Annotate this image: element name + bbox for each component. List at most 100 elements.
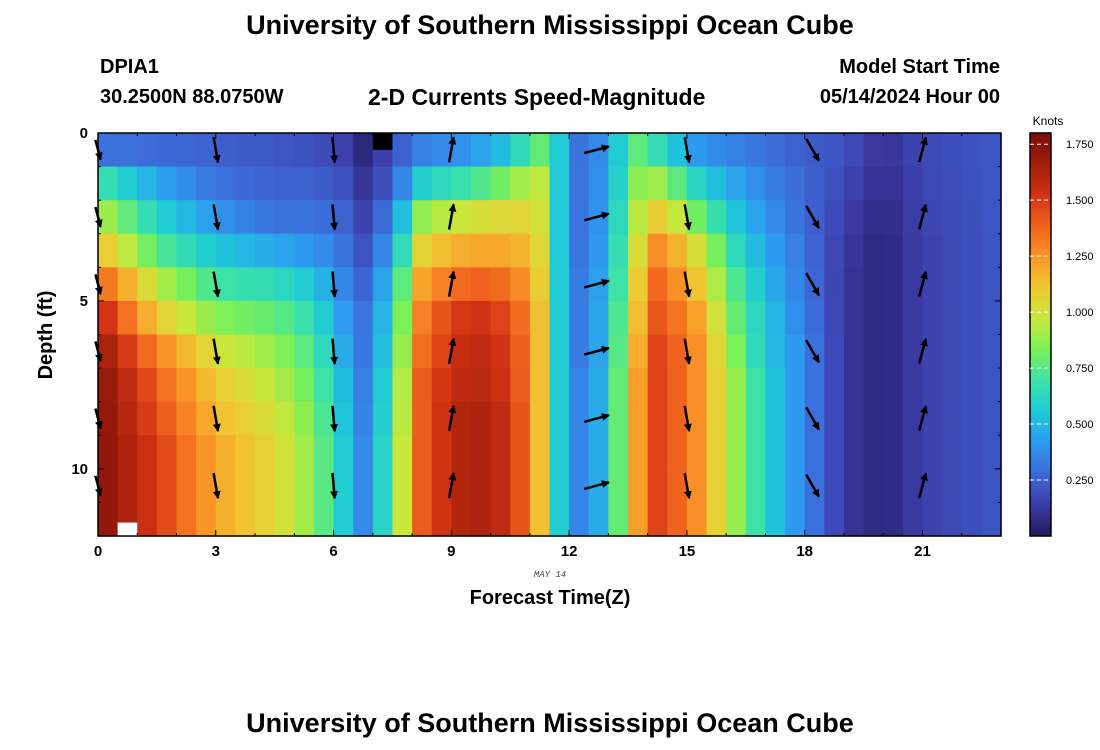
heatmap-cell xyxy=(765,133,786,168)
heatmap-cell xyxy=(215,368,237,403)
heatmap-cell xyxy=(785,401,806,436)
heatmap-cell xyxy=(981,267,1002,302)
x-tick-label: 3 xyxy=(212,543,220,560)
heatmap-cell xyxy=(706,502,727,537)
heatmap-cell xyxy=(824,401,845,436)
heatmap-cell xyxy=(156,368,178,403)
heatmap-cell xyxy=(274,401,295,436)
heatmap-cell xyxy=(333,300,354,336)
heatmap-cell xyxy=(942,468,963,504)
heatmap-cell xyxy=(942,334,963,369)
heatmap-cell xyxy=(785,200,806,235)
heatmap-cell xyxy=(824,133,845,168)
heatmap-cell xyxy=(490,133,511,168)
heatmap-cell xyxy=(686,334,708,369)
heatmap-cell xyxy=(215,300,237,336)
heatmap-cell xyxy=(313,300,335,336)
heatmap-cell xyxy=(883,435,904,470)
heatmap-cell xyxy=(117,133,138,168)
heatmap-cell xyxy=(667,401,688,436)
heatmap-cell xyxy=(549,300,570,336)
heatmap-cell xyxy=(549,233,570,268)
heatmap-cell xyxy=(647,468,668,504)
heatmap-cell xyxy=(372,502,394,537)
heatmap-cell xyxy=(765,166,786,201)
current-vector-arrow xyxy=(330,204,339,231)
heatmap-cell xyxy=(137,468,158,504)
heatmap-cell xyxy=(490,435,511,470)
current-vector-arrow xyxy=(330,136,339,164)
heatmap-cell xyxy=(333,435,354,470)
heatmap-cell xyxy=(745,233,767,268)
heatmap-cell xyxy=(353,435,374,470)
heatmap-cell xyxy=(667,267,688,302)
heatmap-cell xyxy=(176,233,197,268)
heatmap-cell xyxy=(98,334,119,369)
heatmap-cell xyxy=(156,166,178,201)
heatmap-cell xyxy=(333,233,354,268)
heatmap-cell xyxy=(785,334,806,369)
heatmap-cell xyxy=(294,502,315,537)
heatmap-cell xyxy=(785,502,806,537)
heatmap-cell xyxy=(902,502,924,537)
heatmap-cell xyxy=(196,267,217,302)
heatmap-cell xyxy=(412,435,433,470)
colorbar-tick-label: 0.750 xyxy=(1066,363,1094,375)
heatmap-cell xyxy=(843,200,865,235)
current-vector-arrow xyxy=(917,203,928,230)
heatmap-cell xyxy=(156,133,178,168)
heatmap-cell xyxy=(628,401,649,436)
current-vector-arrow xyxy=(805,272,820,297)
x-tick-label: 15 xyxy=(679,543,696,560)
heatmap-cell xyxy=(392,502,413,537)
current-vector-arrow xyxy=(805,138,820,162)
heatmap-cell xyxy=(863,334,884,369)
current-vector-arrow xyxy=(212,472,221,500)
heatmap-cell xyxy=(588,300,609,336)
current-vector-arrow xyxy=(212,338,221,365)
heatmap-cell xyxy=(922,368,943,403)
colorbar-ticks: 0.250 0.500 0.750 1.000 1.250 1.500 1.750 xyxy=(1030,139,1094,487)
heatmap-cell xyxy=(981,435,1002,470)
heatmap-cell xyxy=(588,166,609,201)
heatmap-cell xyxy=(883,334,904,369)
heatmap-cell xyxy=(353,133,374,168)
heatmap-cell xyxy=(510,300,531,336)
heatmap-cell xyxy=(490,200,511,235)
heatmap-cell xyxy=(961,334,982,369)
heatmap-cell xyxy=(353,334,374,369)
heatmap-cell xyxy=(863,166,884,201)
heatmap-cell xyxy=(470,300,492,336)
heatmap-cell xyxy=(628,133,649,168)
heatmap-cell xyxy=(255,166,276,201)
station-id: DPIA1 xyxy=(100,56,159,78)
current-vector-arrow xyxy=(330,271,339,298)
heatmap-cell xyxy=(628,368,649,403)
heatmap-cell xyxy=(745,435,767,470)
heatmap-cell xyxy=(372,435,394,470)
heatmap-cell xyxy=(824,334,845,369)
x-tick-label: 6 xyxy=(329,543,337,560)
heatmap-cell xyxy=(529,233,551,268)
heatmap-cell xyxy=(981,468,1002,504)
heatmap-cell xyxy=(686,267,708,302)
heatmap-cell xyxy=(255,233,276,268)
heatmap-cell xyxy=(235,368,256,403)
heatmap-cell xyxy=(470,200,492,235)
y-axis: 0 5 10 xyxy=(71,125,1001,537)
heatmap-cell xyxy=(529,368,551,403)
heatmap-cell xyxy=(569,435,590,470)
heatmap-cell xyxy=(412,267,433,302)
heatmap-cell xyxy=(863,133,884,168)
heatmap-cell xyxy=(196,435,217,470)
heatmap-cell xyxy=(549,368,570,403)
heatmap-cell xyxy=(824,368,845,403)
heatmap-cell xyxy=(588,435,609,470)
heatmap-cell xyxy=(843,300,865,336)
heatmap-cell xyxy=(804,502,825,537)
heatmap-cell xyxy=(392,401,413,436)
colorbar-tick-label: 0.250 xyxy=(1066,475,1094,487)
heatmap-cell xyxy=(843,468,865,504)
heatmap-cell xyxy=(981,133,1002,168)
